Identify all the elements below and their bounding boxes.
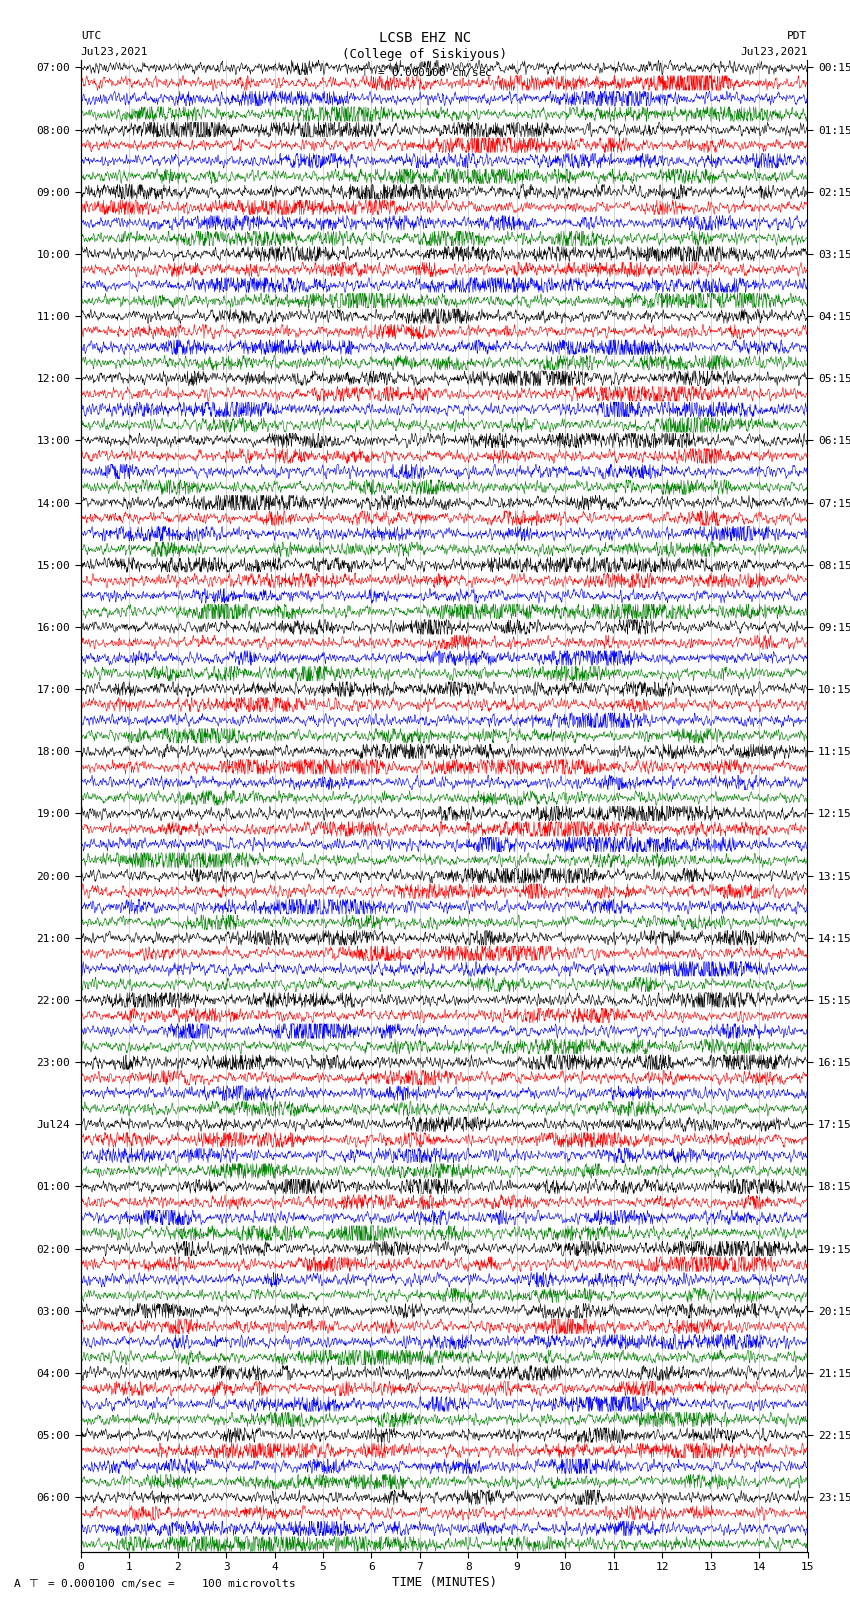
Text: UTC: UTC — [81, 31, 101, 40]
X-axis label: TIME (MINUTES): TIME (MINUTES) — [392, 1576, 496, 1589]
Text: $\mathsf{\top}$ = 0.000100 cm/sec: $\mathsf{\top}$ = 0.000100 cm/sec — [357, 66, 493, 79]
Text: Jul23,2021: Jul23,2021 — [740, 47, 808, 56]
Text: LCSB EHZ NC: LCSB EHZ NC — [379, 31, 471, 45]
Text: PDT: PDT — [787, 31, 808, 40]
Text: Jul23,2021: Jul23,2021 — [81, 47, 148, 56]
Text: (College of Siskiyous): (College of Siskiyous) — [343, 48, 507, 61]
Text: A $\mathsf{\top}$ = 0.000100 cm/sec =    100 microvolts: A $\mathsf{\top}$ = 0.000100 cm/sec = 10… — [13, 1578, 296, 1590]
